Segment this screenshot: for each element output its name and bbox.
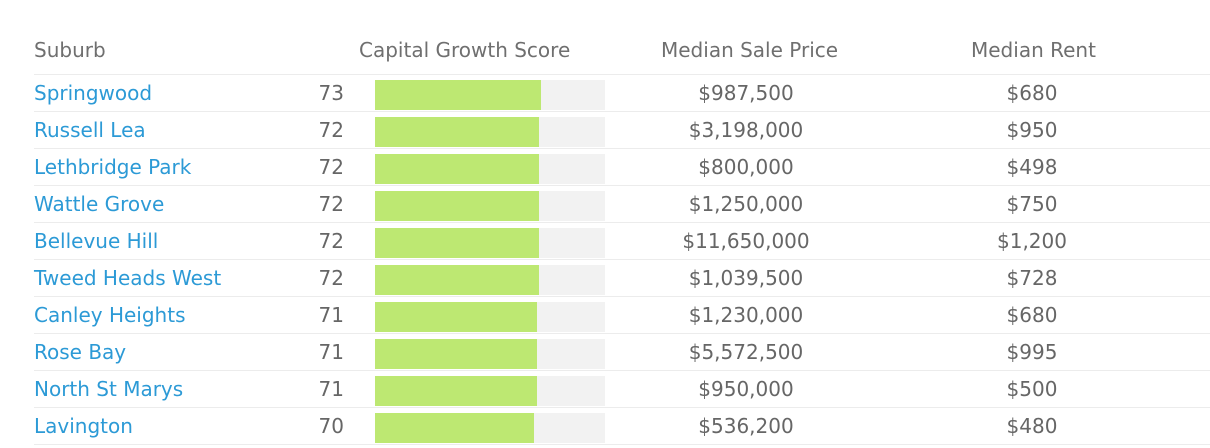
suburb-link[interactable]: Tweed Heads West (34, 266, 222, 290)
score-bar-track (375, 339, 605, 369)
score-bar-track (375, 117, 605, 147)
score-value: 70 (318, 414, 344, 438)
score-value: 72 (318, 155, 344, 179)
suburb-table: Suburb Capital Growth Score Median Sale … (34, 28, 1210, 445)
score-value: 71 (318, 377, 344, 401)
median-rent: $995 (1006, 340, 1058, 364)
score-bar-track (375, 154, 605, 184)
suburb-link[interactable]: Russell Lea (34, 118, 146, 142)
score-value: 72 (318, 229, 344, 253)
suburb-link[interactable]: Lethbridge Park (34, 155, 192, 179)
median-rent: $750 (1006, 192, 1058, 216)
median-rent: $498 (1006, 155, 1058, 179)
score-bar-track (375, 228, 605, 258)
score-bar-fill (375, 413, 534, 443)
median-rent: $680 (1006, 303, 1058, 327)
table-row: North St Marys 71 $950,000 $500 (34, 371, 1210, 408)
median-sale-price: $3,198,000 (688, 118, 804, 142)
suburb-link[interactable]: Springwood (34, 81, 153, 105)
score-bar-fill (375, 154, 539, 184)
median-sale-price: $1,250,000 (688, 192, 804, 216)
table-row: Russell Lea 72 $3,198,000 $950 (34, 112, 1210, 149)
score-bar-track (375, 80, 605, 110)
table-row: Canley Heights 71 $1,230,000 $680 (34, 297, 1210, 334)
table-row: Wattle Grove 72 $1,250,000 $750 (34, 186, 1210, 223)
score-bar-fill (375, 117, 539, 147)
suburb-link[interactable]: Rose Bay (34, 340, 127, 364)
suburb-link[interactable]: Lavington (34, 414, 133, 438)
score-bar-fill (375, 191, 539, 221)
score-bar-track (375, 376, 605, 406)
median-sale-price: $11,650,000 (682, 229, 810, 253)
score-bar-fill (375, 376, 537, 406)
column-header-median-sale-price[interactable]: Median Sale Price (661, 38, 839, 62)
median-rent: $1,200 (997, 229, 1067, 253)
score-bar-track (375, 413, 605, 443)
median-rent: $480 (1006, 414, 1058, 438)
score-value: 73 (318, 81, 344, 105)
suburb-link[interactable]: North St Marys (34, 377, 184, 401)
score-bar-track (375, 302, 605, 332)
score-value: 72 (318, 192, 344, 216)
score-bar-fill (375, 228, 539, 258)
table-row: Rose Bay 71 $5,572,500 $995 (34, 334, 1210, 371)
suburb-link[interactable]: Bellevue Hill (34, 229, 159, 253)
score-bar-fill (375, 80, 541, 110)
column-header-suburb[interactable]: Suburb (34, 38, 106, 62)
column-header-capital-growth-score[interactable]: Capital Growth Score (359, 38, 571, 62)
table-body: Springwood 73 $987,500 $680 Russell Lea … (34, 75, 1210, 445)
table-row: Lavington 70 $536,200 $480 (34, 408, 1210, 445)
suburb-link[interactable]: Canley Heights (34, 303, 186, 327)
score-bar-track (375, 191, 605, 221)
column-header-median-rent[interactable]: Median Rent (971, 38, 1096, 62)
median-rent: $680 (1006, 81, 1058, 105)
median-sale-price: $950,000 (698, 377, 794, 401)
median-sale-price: $987,500 (698, 81, 794, 105)
median-sale-price: $1,039,500 (688, 266, 804, 290)
median-sale-price: $536,200 (698, 414, 794, 438)
median-sale-price: $800,000 (698, 155, 794, 179)
suburb-link[interactable]: Wattle Grove (34, 192, 165, 216)
table-row: Bellevue Hill 72 $11,650,000 $1,200 (34, 223, 1210, 260)
score-bar-fill (375, 265, 539, 295)
score-value: 71 (318, 340, 344, 364)
table-header-row: Suburb Capital Growth Score Median Sale … (34, 28, 1210, 75)
table-row: Lethbridge Park 72 $800,000 $498 (34, 149, 1210, 186)
median-rent: $728 (1006, 266, 1058, 290)
median-rent: $500 (1006, 377, 1058, 401)
median-sale-price: $1,230,000 (688, 303, 804, 327)
score-value: 71 (318, 303, 344, 327)
median-rent: $950 (1006, 118, 1058, 142)
score-value: 72 (318, 118, 344, 142)
score-bar-track (375, 265, 605, 295)
table-row: Tweed Heads West 72 $1,039,500 $728 (34, 260, 1210, 297)
score-value: 72 (318, 266, 344, 290)
score-bar-fill (375, 339, 537, 369)
score-bar-fill (375, 302, 537, 332)
median-sale-price: $5,572,500 (688, 340, 804, 364)
table-row: Springwood 73 $987,500 $680 (34, 75, 1210, 112)
